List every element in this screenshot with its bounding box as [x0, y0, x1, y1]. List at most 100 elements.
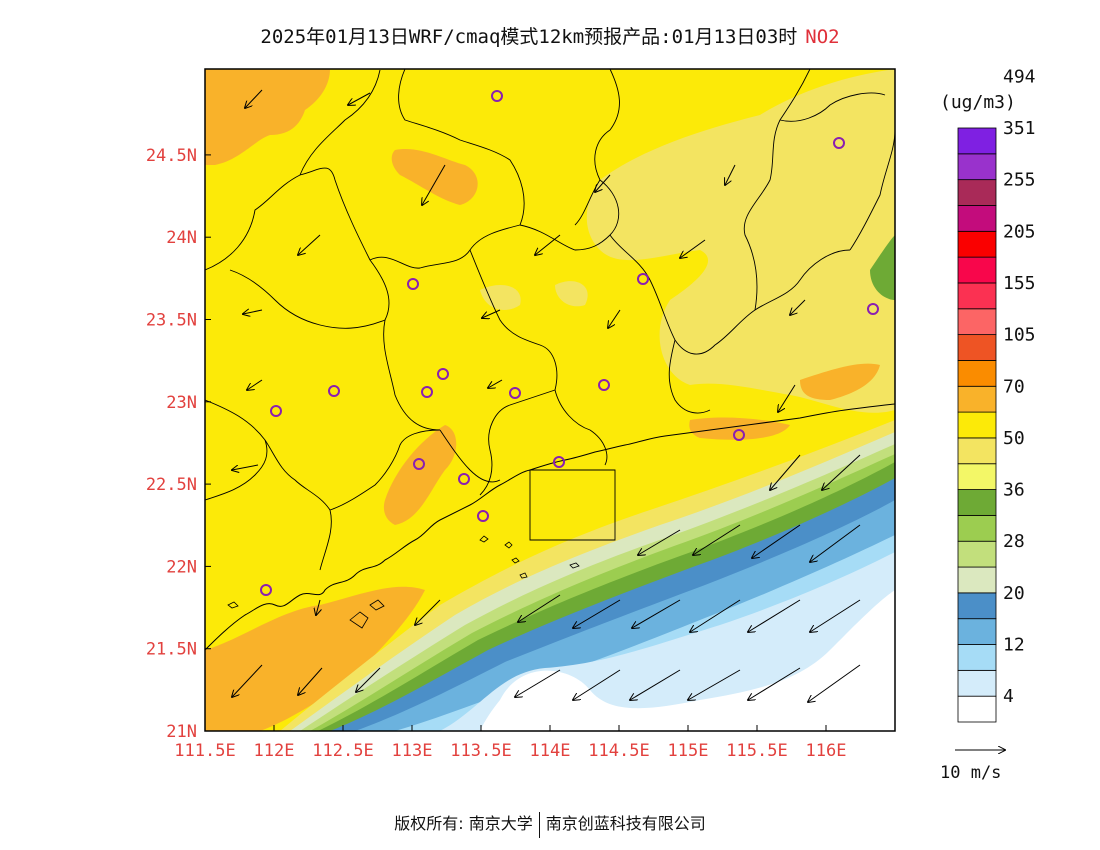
field-green-east — [870, 235, 895, 300]
station-marker — [733, 429, 745, 441]
colorbar-label: 20 — [1003, 583, 1025, 604]
x-tick-label: 113E — [392, 741, 433, 761]
y-tick-label: 23.5N — [146, 311, 197, 331]
y-tick-label: 21N — [166, 722, 197, 742]
concentration-field — [205, 69, 895, 731]
x-tick-label: 116E — [806, 741, 847, 761]
field-high-east — [800, 363, 880, 400]
colorbar-swatch — [957, 463, 997, 490]
station-marker — [833, 137, 845, 149]
station-marker — [491, 90, 503, 102]
colorbar-swatch — [957, 592, 997, 620]
footer-separator — [538, 811, 540, 838]
colorbar-unit: (ug/m3) — [940, 92, 1016, 113]
colorbar: 4 12 20 28 36 50 70 105 155 205 255 351 494 — [957, 66, 1036, 723]
footer-left: 版权所有: 南京大学 — [394, 814, 533, 833]
copyright-footer: 版权所有: 南京大学 南京创蓝科技有限公司 — [0, 810, 1100, 838]
colorbar-swatch — [957, 644, 997, 671]
colorbar-label: 4 — [1003, 686, 1014, 707]
footer-right: 南京创蓝科技有限公司 — [545, 814, 706, 833]
boundary-lines — [205, 69, 895, 571]
field-high-n — [391, 148, 478, 205]
colorbar-label: 255 — [1003, 170, 1036, 191]
station-marker — [458, 473, 470, 485]
y-tick-label: 24.5N — [146, 146, 197, 166]
wind-vectors — [232, 89, 861, 702]
colorbar-swatch — [957, 153, 997, 181]
station-marker — [553, 456, 565, 468]
y-tick-label: 24N — [166, 228, 197, 248]
colorbar-label: 494 — [1003, 66, 1036, 87]
x-axis: 111.5E 112E 112.5E 113E 113.5E 114E 114.5E 115E… — [174, 725, 846, 761]
title-main: 2025年01月13日WRF/cmaq模式12km预报产品:01月13日03时 — [260, 26, 798, 48]
station-marker — [509, 387, 521, 399]
y-tick-label: 22.5N — [146, 475, 197, 495]
x-tick-label: 114.5E — [588, 741, 649, 761]
colorbar-swatch — [957, 437, 997, 465]
colorbar-swatch — [957, 411, 997, 439]
colorbar-label: 50 — [1003, 428, 1025, 449]
colorbar-swatch — [957, 205, 997, 232]
colorbar-label: 70 — [1003, 376, 1025, 397]
forecast-map: 111.5E 112E 112.5E 113E 113.5E 114E 114.5E 115E… — [146, 66, 1036, 783]
colorbar-swatch — [957, 618, 997, 645]
station-marker — [270, 405, 282, 417]
station-marker — [260, 584, 272, 596]
station-marker — [328, 385, 340, 397]
station-marker — [477, 510, 489, 522]
x-tick-label: 113.5E — [450, 741, 511, 761]
colorbar-swatch — [957, 127, 997, 155]
station-marker — [437, 368, 449, 380]
colorbar-label: 36 — [1003, 480, 1025, 501]
station-marker — [637, 273, 649, 285]
station-marker — [421, 386, 433, 398]
y-axis: 21N 21.5N 22N 22.5N 23N 23.5N 24N 24.5N — [146, 146, 211, 742]
colorbar-swatch — [957, 179, 997, 206]
colorbar-swatch — [957, 669, 997, 697]
y-tick-label: 23N — [166, 393, 197, 413]
colorbar-swatch — [957, 308, 997, 336]
colorbar-swatch — [957, 230, 997, 258]
colorbar-label: 28 — [1003, 531, 1025, 552]
colorbar-swatch — [957, 256, 997, 284]
colorbar-swatch — [957, 514, 997, 542]
station-marker — [598, 379, 610, 391]
x-tick-label: 112.5E — [312, 741, 373, 761]
x-tick-label: 114E — [530, 741, 571, 761]
colorbar-swatch — [957, 282, 997, 310]
field-high-sw — [205, 586, 425, 731]
colorbar-swatch — [957, 489, 997, 516]
colorbar-swatch — [957, 385, 997, 413]
y-tick-label: 22N — [166, 557, 197, 577]
chart-title: 2025年01月13日WRF/cmaq模式12km预报产品:01月13日03时 N… — [0, 22, 1100, 49]
field-light-ne — [586, 69, 895, 413]
colorbar-label: 205 — [1003, 221, 1036, 242]
wind-scale: 10 m/s — [940, 750, 1005, 783]
field-light-mid2 — [555, 281, 588, 307]
station-markers — [260, 90, 879, 596]
colorbar-label: 155 — [1003, 273, 1036, 294]
station-marker — [867, 303, 879, 315]
colorbar-label: 351 — [1003, 118, 1036, 139]
station-marker — [407, 278, 419, 290]
x-tick-label: 115.5E — [726, 741, 787, 761]
colorbar-swatch — [957, 360, 997, 387]
colorbar-swatch — [957, 540, 997, 568]
x-tick-label: 115E — [668, 741, 709, 761]
wind-scale-label: 10 m/s — [940, 763, 1001, 783]
title-pollutant: NO2 — [805, 26, 840, 48]
colorbar-swatch — [957, 334, 997, 361]
station-marker — [413, 458, 425, 470]
colorbar-swatch — [957, 566, 997, 594]
colorbar-label: 105 — [1003, 325, 1036, 346]
x-tick-label: 112E — [254, 741, 295, 761]
field-high-mid — [383, 425, 457, 525]
x-tick-label: 111.5E — [174, 741, 235, 761]
y-tick-label: 21.5N — [146, 640, 197, 660]
colorbar-label: 12 — [1003, 635, 1025, 656]
field-high-nw — [205, 69, 330, 165]
colorbar-swatch — [957, 695, 997, 723]
field-light-mid — [480, 285, 521, 310]
islands — [227, 535, 580, 629]
field-lowest — [480, 590, 895, 731]
